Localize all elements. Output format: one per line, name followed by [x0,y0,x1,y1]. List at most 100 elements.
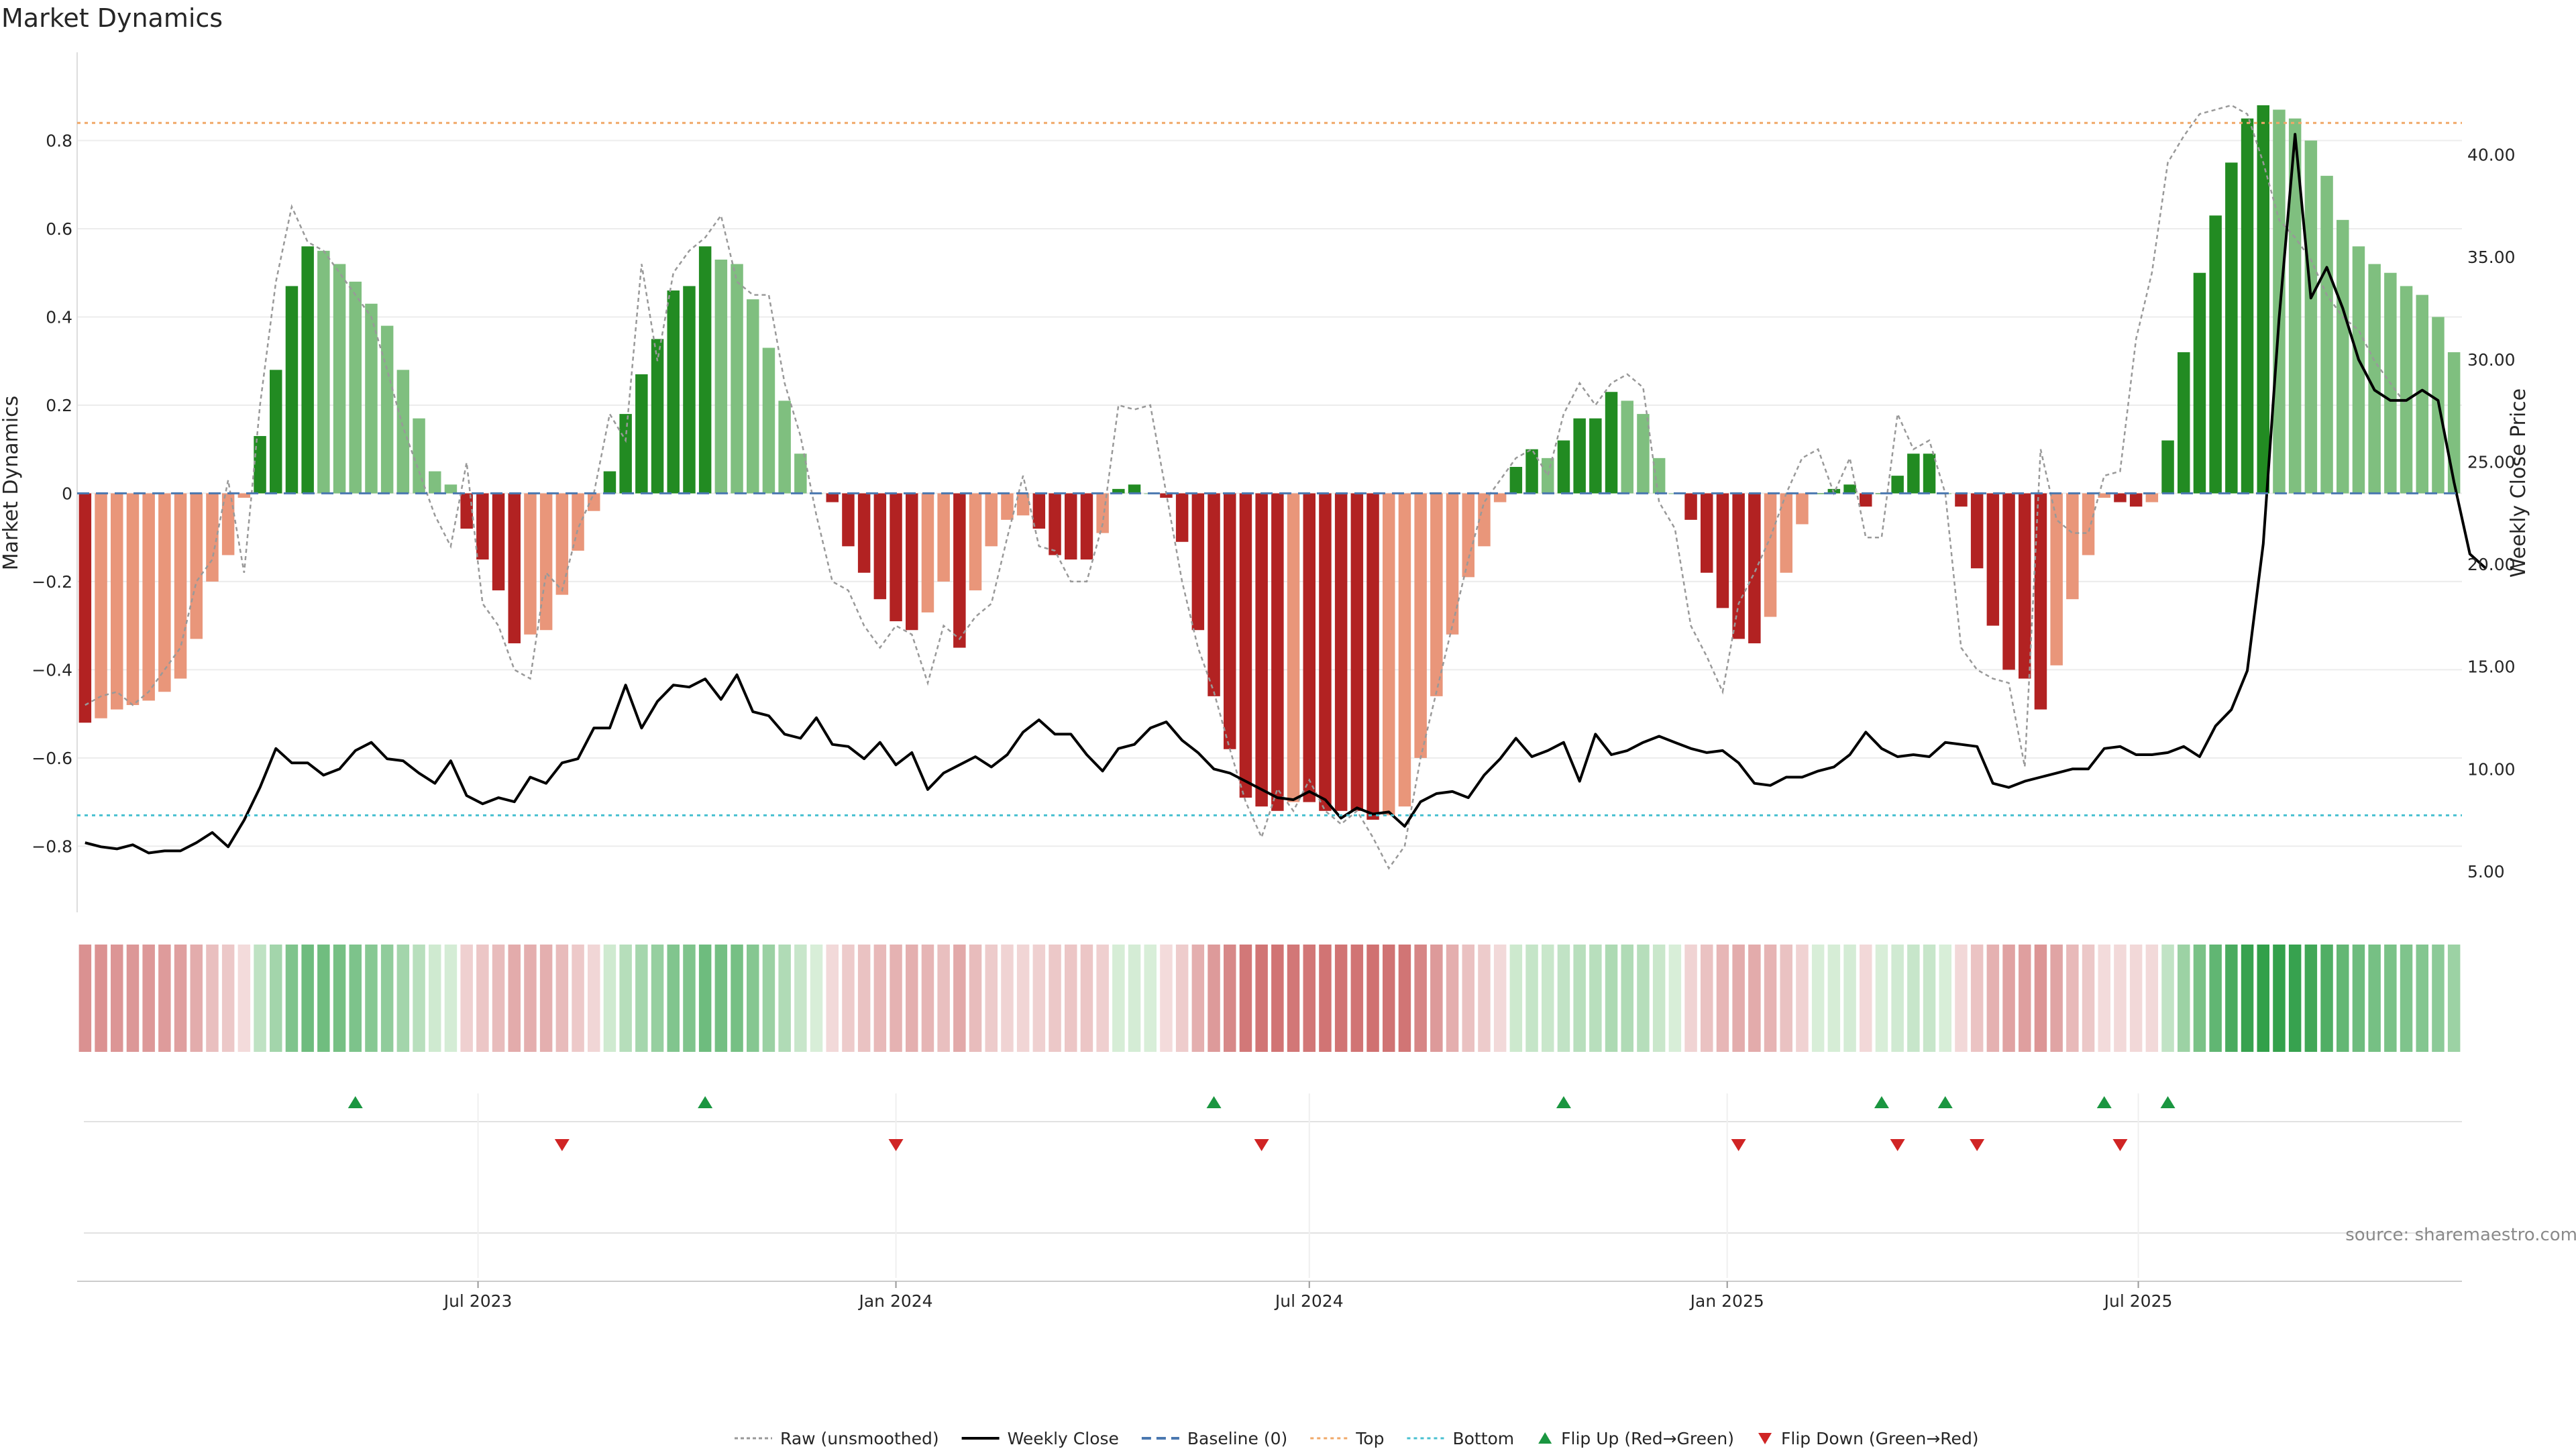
dynamics-bar [1986,493,2000,626]
raw-series [85,104,2408,870]
heat-cell [1366,945,1379,1052]
legend-item: Baseline (0) [1141,1429,1287,1448]
heat-cell [1239,945,1252,1052]
reference-lines [77,121,2462,816]
heat-cell [890,945,902,1052]
heat-cell [873,945,887,1052]
regime-heat-strip [78,945,2461,1052]
dynamics-bar [1637,414,1650,494]
dynamics-bar [237,493,251,498]
dynamics-bar [2225,162,2238,494]
heat-cell [349,945,362,1052]
heat-cell [1065,945,1077,1052]
legend-item: Flip Down (Green→Red) [1758,1429,1979,1448]
heat-cell [1970,945,1984,1052]
heat-cell [2114,945,2127,1052]
dynamics-bar [1032,493,1046,529]
dynamics-bar [857,493,871,573]
dynamics-bar [1701,493,1713,573]
heat-cell [906,945,918,1052]
heat-cell [2384,945,2397,1052]
heat-cell [1398,945,1411,1052]
dynamics-bar [1907,453,1920,494]
dynamics-bar [667,290,680,494]
dynamics-bar [349,281,362,494]
heat-cell [142,945,155,1052]
heat-cell [2304,945,2318,1052]
heat-cell [1748,945,1761,1052]
heat-cell [2209,945,2222,1052]
dynamics-bar [111,493,123,710]
dynamics-bar [1509,466,1523,494]
dynamics-bars [78,105,2461,820]
heat-cell [969,945,982,1052]
heat-cell [1478,945,1491,1052]
dynamics-bar [1716,493,1729,608]
heat-cell [539,945,553,1052]
dynamics-bar [969,493,982,591]
dynamics-bar [1732,493,1745,639]
heat-cell [1032,945,1046,1052]
heat-cell [2145,945,2159,1052]
dynamics-bar [1128,484,1141,494]
dynamics-bar [1446,493,1459,635]
dynamics-bar [588,493,600,511]
heat-cell [2288,945,2302,1052]
heat-cell [2368,945,2381,1052]
dynamics-bar [1016,493,1030,516]
x-tick-label: Jan 2024 [857,1291,932,1311]
dynamics-bar [1334,493,1348,811]
heat-cell [301,945,314,1052]
x-tick-label: Jul 2024 [1274,1291,1344,1311]
heat-cell [2034,945,2047,1052]
heat-cell [667,945,680,1052]
dynamics-bar [1684,493,1697,520]
dynamics-bar [142,493,155,701]
heat-cell [1287,945,1300,1052]
dynamics-bar [365,303,378,494]
legend-label: Flip Up (Red→Green) [1561,1429,1734,1448]
heat-cell [1875,945,1888,1052]
legend-label: Baseline (0) [1187,1429,1287,1448]
heat-cell [2193,945,2206,1052]
dynamics-bar [190,493,203,639]
y-tick-label: 0.4 [46,307,72,327]
dynamics-bar [619,414,632,494]
heat-cell [1271,945,1284,1052]
heat-cell [380,945,394,1052]
dynamics-bar [906,493,918,631]
dynamics-bar [1573,418,1586,494]
heat-cell [2352,945,2365,1052]
dynamics-bar [1001,493,1014,520]
dynamics-bar [1621,400,1633,494]
flip-down-marker [1970,1139,1985,1151]
y-tick-label: 0 [62,484,72,503]
heat-cell [683,945,696,1052]
y2-tick-label: 30.00 [2467,350,2516,370]
heat-cell [1542,945,1554,1052]
dynamics-bar [1891,476,1904,494]
heat-cell [1175,945,1189,1052]
chart-title: Market Dynamics [1,3,223,33]
heat-cell [747,945,759,1052]
heat-cell [778,945,791,1052]
dynamics-bar [1208,493,1220,696]
dynamics-bar [444,484,458,494]
dynamics-bar [221,493,235,555]
heat-cell [2019,945,2031,1052]
heat-cell [794,945,807,1052]
y-tick-label: −0.6 [32,749,72,768]
legend-label: Raw (unsmoothed) [780,1429,939,1448]
dynamics-bar [1287,493,1300,802]
heat-cell [1843,945,1856,1052]
dynamics-bar [2066,493,2079,600]
heat-cell [1350,945,1364,1052]
dynamics-bar [1414,493,1427,758]
heat-cell [857,945,871,1052]
weekly-close-series [85,133,2487,855]
heat-cell [1462,945,1474,1052]
heat-cell [985,945,998,1052]
y2-tick-label: 10.00 [2467,759,2516,779]
dynamics-bar [2288,118,2302,494]
legend-item: Raw (unsmoothed) [735,1429,939,1448]
